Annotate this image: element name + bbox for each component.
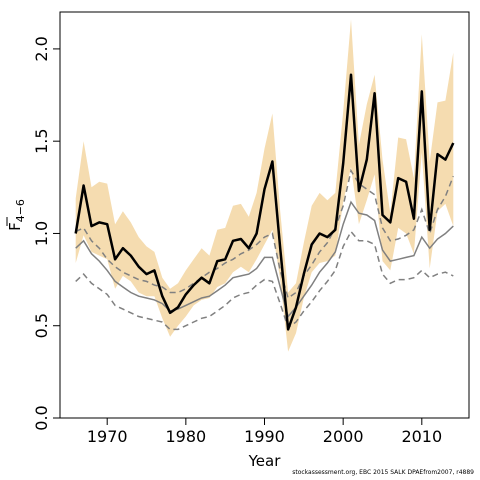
series-comparison-lower [75, 230, 454, 331]
footer-credit: stockassessment.org, EBC 2015 SALK DPAEf… [292, 469, 474, 476]
y-tick-label: 1.5 [32, 128, 51, 153]
series-estimate [74, 73, 455, 331]
y-axis: 0.0 0.5 1.0 1.5 2.0 [32, 36, 60, 431]
y-axis-title-main: F [6, 222, 24, 231]
x-tick-label: 1990 [244, 427, 285, 446]
y-tick-label: 2.0 [32, 36, 51, 61]
x-axis: 1970 1980 1990 2000 2010 [87, 418, 442, 446]
x-tick-label: 1970 [87, 427, 128, 446]
y-tick-label: 0.5 [32, 313, 51, 338]
y-tick-label: 0.0 [32, 405, 51, 430]
series-comparison-upper [75, 168, 454, 300]
y-axis-title: F4−6 [6, 199, 27, 231]
x-axis-title: Year [248, 452, 282, 470]
x-tick-label: 1980 [165, 427, 206, 446]
plot-area [74, 19, 455, 352]
series-comparison-mid [75, 200, 454, 319]
x-tick-label: 2010 [401, 427, 442, 446]
y-axis-title-subscript: 4−6 [14, 199, 27, 222]
y-tick-label: 1.0 [32, 221, 51, 246]
svg-text:F4−6: F4−6 [6, 199, 27, 231]
x-tick-label: 2000 [323, 427, 364, 446]
